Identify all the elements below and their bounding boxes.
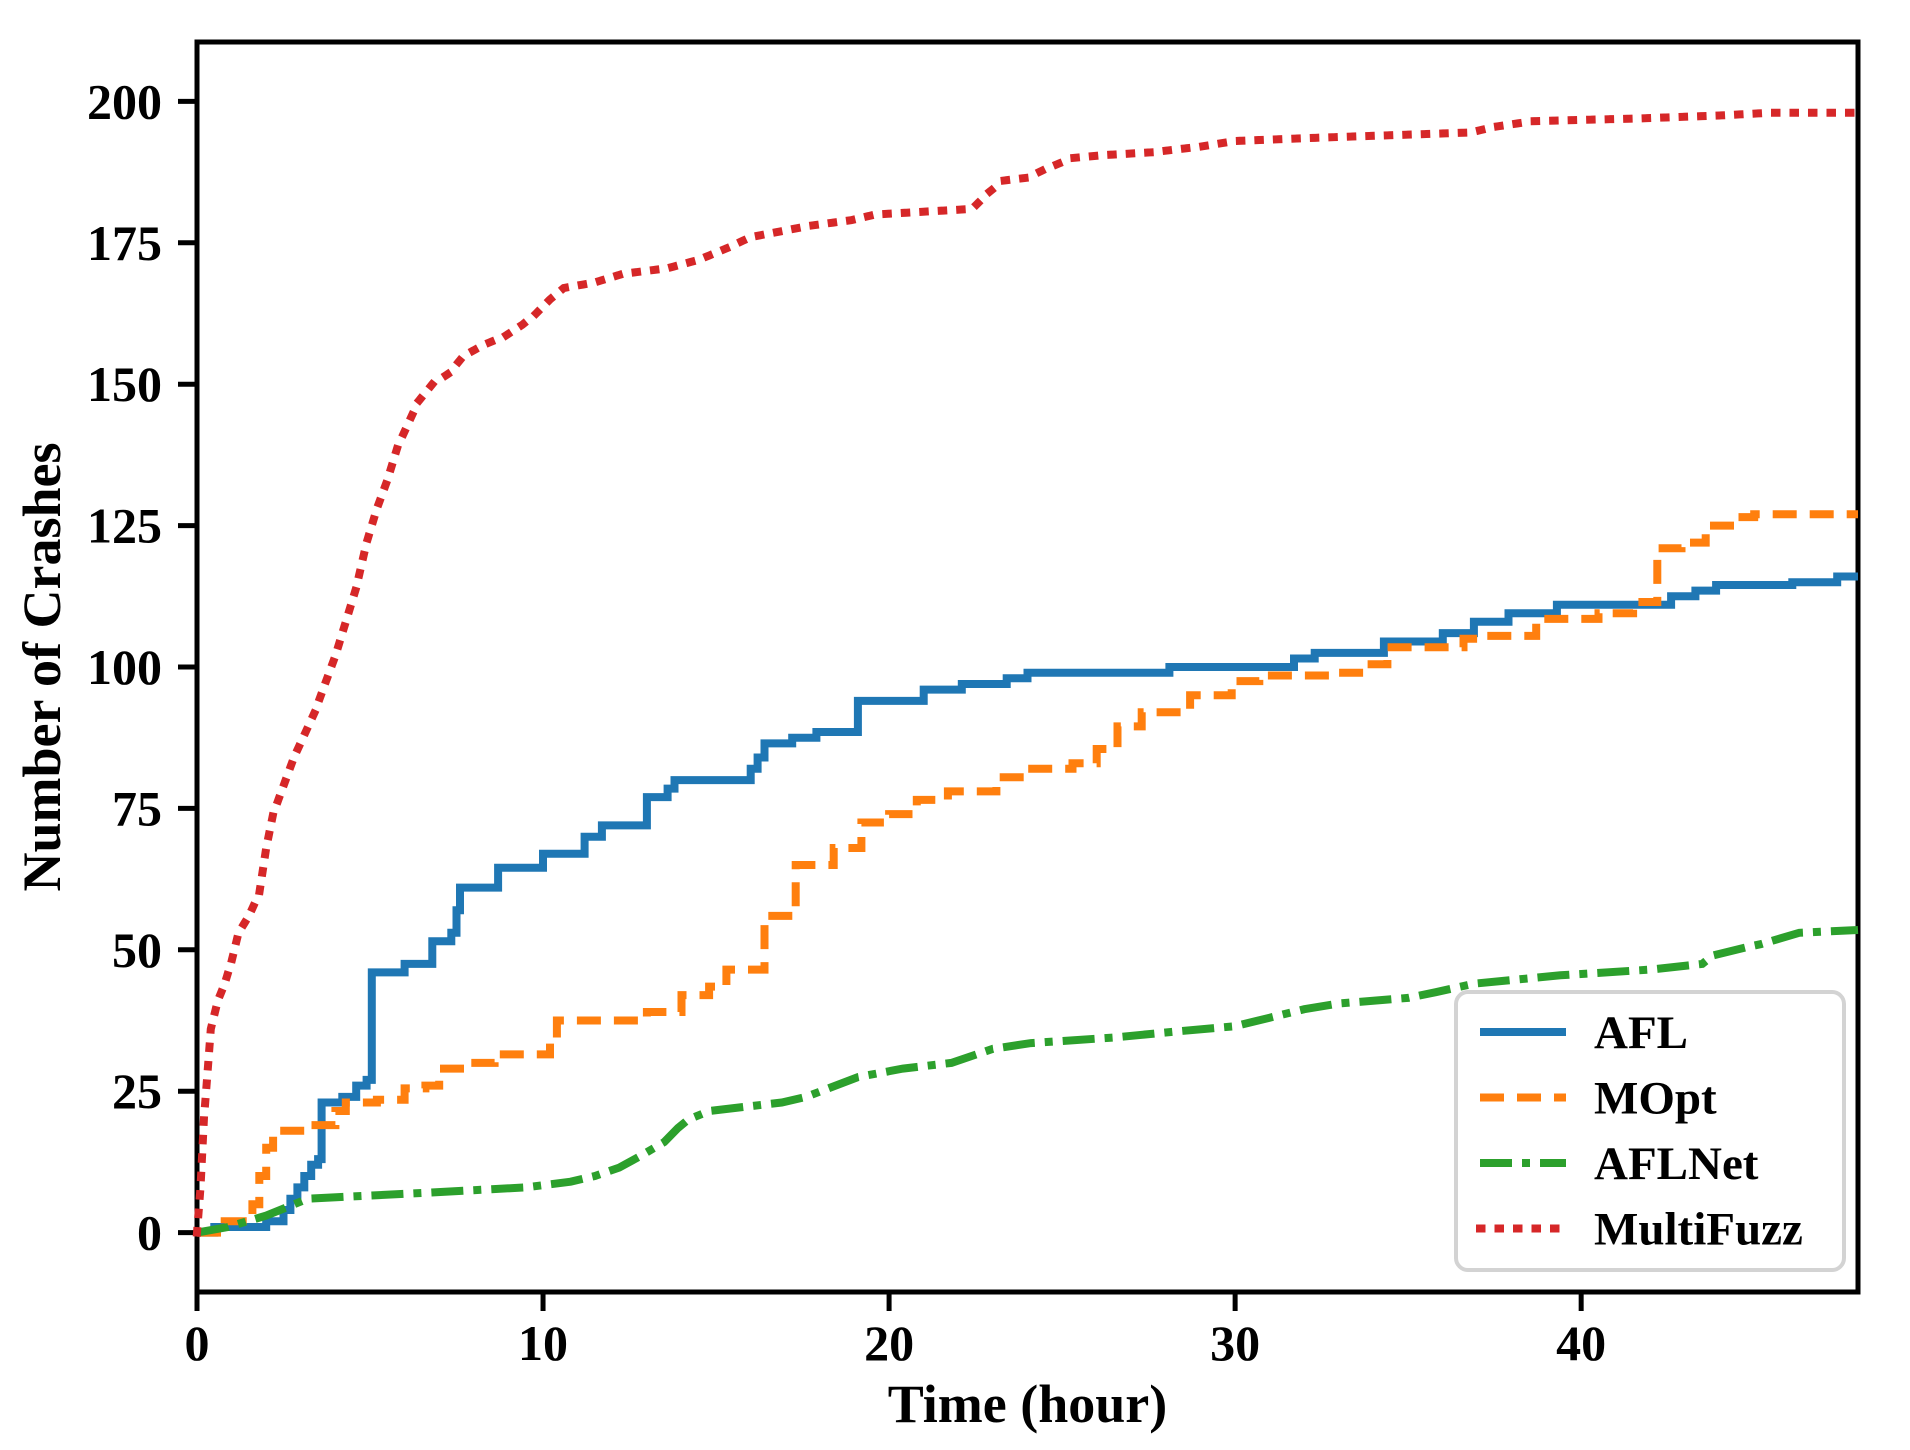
- legend-label-afl: AFL: [1594, 1007, 1688, 1059]
- y-tick-label: 25: [112, 1063, 162, 1119]
- legend-label-aflnet: AFLNet: [1594, 1138, 1759, 1190]
- y-tick-label: 150: [87, 356, 162, 412]
- y-tick-label: 75: [112, 780, 162, 836]
- x-tick-label: 30: [1210, 1315, 1260, 1371]
- y-tick-label: 175: [87, 215, 162, 271]
- y-tick-label: 125: [87, 498, 162, 554]
- y-axis-label: Number of Crashes: [12, 443, 72, 892]
- series-line-aflnet: [196, 926, 1859, 1237]
- legend-label-mopt: MOpt: [1594, 1073, 1717, 1125]
- x-tick-label: 10: [518, 1315, 568, 1371]
- x-tick-label: 20: [864, 1315, 914, 1371]
- series-line-mopt: [197, 510, 1858, 1237]
- x-tick-label: 40: [1556, 1315, 1606, 1371]
- legend-box: [1454, 990, 1846, 1272]
- x-tick-label: 0: [185, 1315, 210, 1371]
- y-tick-label: 50: [112, 922, 162, 978]
- y-tick-label: 100: [87, 639, 162, 695]
- series-line-multifuzz: [192, 108, 1862, 1237]
- legend-label-multifuzz: MultiFuzz: [1594, 1204, 1803, 1256]
- series-line-afl: [197, 572, 1858, 1237]
- x-axis-label: Time (hour): [888, 1374, 1168, 1434]
- y-tick-label: 0: [137, 1205, 162, 1261]
- y-tick-label: 200: [87, 73, 162, 129]
